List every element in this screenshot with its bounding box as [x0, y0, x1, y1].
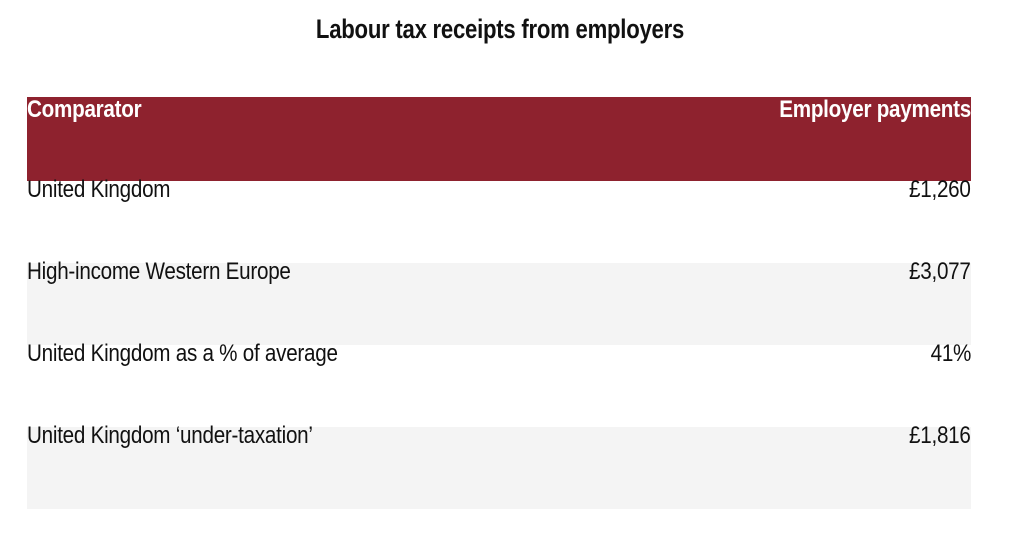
row-label: High-income Western Europe	[27, 258, 291, 285]
table-row: United Kingdom as a % of average 41%	[27, 340, 971, 427]
table-header: Comparator Employer payments	[27, 96, 971, 181]
table-row: United Kingdom £1,260	[27, 176, 971, 263]
row-value: 41%	[930, 340, 971, 367]
row-value: £1,260	[909, 176, 971, 203]
row-label: United Kingdom	[27, 176, 171, 203]
row-label: United Kingdom ‘under-taxation’	[27, 422, 313, 449]
row-label: United Kingdom as a % of average	[27, 340, 338, 367]
row-value: £1,816	[909, 422, 971, 449]
row-value: £3,077	[909, 258, 971, 285]
column-header-employer-payments: Employer payments	[779, 96, 971, 123]
column-header-comparator: Comparator	[27, 96, 142, 123]
table-title: Labour tax receipts from employers	[315, 14, 685, 44]
data-table: Comparator Employer payments United King…	[27, 96, 971, 509]
table-row: High-income Western Europe £3,077	[27, 258, 971, 345]
table-row: United Kingdom ‘under-taxation’ £1,816	[27, 422, 971, 509]
